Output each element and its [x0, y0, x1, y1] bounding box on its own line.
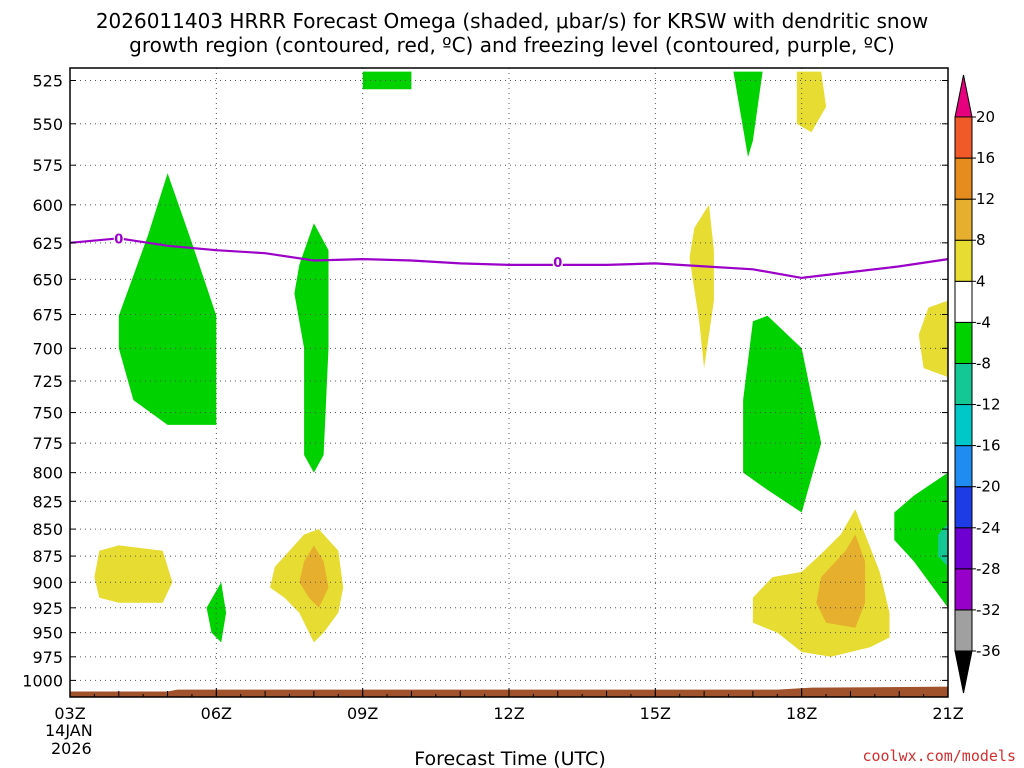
colorbar-bin-10	[954, 239, 973, 282]
ytick-label-1000: 1000	[22, 671, 63, 690]
ytick-label-975: 975	[32, 648, 63, 667]
ytick-label-875: 875	[32, 547, 63, 566]
colorbar-label-4: 4	[976, 272, 986, 290]
omega-region-11	[689, 204, 714, 369]
ytick-label-575: 575	[32, 156, 63, 175]
ytick-label-625: 625	[32, 234, 63, 253]
omega-region-15	[299, 545, 329, 608]
colorbar-label--8: -8	[976, 354, 991, 372]
colorbar-label--20: -20	[976, 478, 1001, 496]
colorbar-bin-8	[954, 321, 973, 364]
omega-region-2	[294, 223, 329, 473]
omega-region-1	[118, 173, 217, 425]
x-axis-label: Forecast Time (UTC)	[414, 748, 605, 768]
omega-region-13	[918, 300, 948, 378]
colorbar-label--12: -12	[976, 396, 1001, 414]
colorbar-bin-2	[954, 568, 973, 611]
date-label-year: 2026	[51, 739, 92, 758]
freezing-level-label-1: 0	[114, 232, 123, 247]
ytick-label-725: 725	[32, 372, 63, 391]
omega-region-6	[362, 71, 412, 90]
colorbar-label--4: -4	[976, 313, 991, 331]
ytick-label-925: 925	[32, 599, 63, 618]
ytick-label-900: 900	[32, 573, 63, 592]
colorbar-label--28: -28	[976, 560, 1001, 578]
ytick-label-675: 675	[32, 305, 63, 324]
colorbar-bin-3	[954, 527, 973, 570]
colorbar-bin-9	[954, 280, 973, 323]
colorbar-label-16: 16	[976, 149, 995, 167]
colorbar-max-arrow	[954, 74, 973, 118]
colorbar-label--36: -36	[976, 642, 1001, 660]
omega-region-3	[206, 582, 227, 643]
ytick-label-550: 550	[32, 115, 63, 134]
ytick-label-700: 700	[32, 339, 63, 358]
xtick-label-12Z: 12Z	[493, 704, 524, 723]
colorbar-label--24: -24	[976, 519, 1001, 537]
omega-region-16	[816, 534, 866, 628]
colorbar-bin-7	[954, 362, 973, 406]
ytick-label-600: 600	[32, 196, 63, 215]
freezing-level-label-bg-1	[113, 230, 124, 245]
omega-region-12	[796, 71, 827, 133]
colorbar-bin-12	[954, 157, 973, 200]
colorbar-bin-6	[954, 404, 973, 447]
xtick-label-06Z: 06Z	[201, 704, 232, 723]
colorbar-label--16: -16	[976, 437, 1001, 455]
xtick-label-18Z: 18Z	[786, 704, 817, 723]
colorbar-bin-11	[954, 198, 973, 241]
omega-region-7	[894, 472, 948, 608]
ytick-label-750: 750	[32, 404, 63, 423]
chart-title-line-1: 2026011403 HRRR Forecast Omega (shaded, …	[96, 9, 928, 33]
colorbar-label-20: 20	[976, 108, 995, 126]
freezing-level-line	[69, 237, 949, 280]
xtick-label-21Z: 21Z	[932, 704, 963, 723]
colorbar-bin-5	[954, 445, 973, 488]
colorbar-min-arrow	[954, 650, 973, 694]
ytick-label-525: 525	[32, 71, 63, 90]
ytick-label-800: 800	[32, 464, 63, 483]
ytick-label-825: 825	[32, 492, 63, 511]
colorbar-label-12: 12	[976, 190, 995, 208]
omega-region-9	[94, 545, 173, 603]
credit-text: coolwx.com/models	[862, 747, 1016, 765]
colorbar-bin-13	[954, 116, 973, 159]
colorbar-label--32: -32	[976, 601, 1001, 619]
plot-area: 0 0 525 550 575 600 625 650 675 700 725 750 775 800 82…	[22, 67, 964, 723]
colorbar: -36 -32 -28 -24 -20 -16 -12 -8 -4 4 8 12 16 20	[954, 74, 1001, 694]
colorbar-bin-4	[954, 486, 973, 529]
xtick-label-03Z: 03Z	[54, 704, 85, 723]
ytick-label-950: 950	[32, 624, 63, 643]
chart-title-line-2: growth region (contoured, red, ºC) and f…	[129, 33, 895, 57]
ytick-label-650: 650	[32, 270, 63, 289]
colorbar-bin-1	[954, 609, 973, 652]
omega-region-5	[733, 71, 763, 158]
freezing-level-label-bg-2	[552, 253, 563, 268]
xtick-label-15Z: 15Z	[640, 704, 671, 723]
freezing-level-label-2: 0	[553, 256, 562, 271]
colorbar-label-8: 8	[976, 231, 986, 249]
ytick-label-850: 850	[32, 520, 63, 539]
xtick-label-09Z: 09Z	[347, 704, 378, 723]
ytick-label-775: 775	[32, 434, 63, 453]
date-label-month: 14JAN	[45, 721, 93, 740]
